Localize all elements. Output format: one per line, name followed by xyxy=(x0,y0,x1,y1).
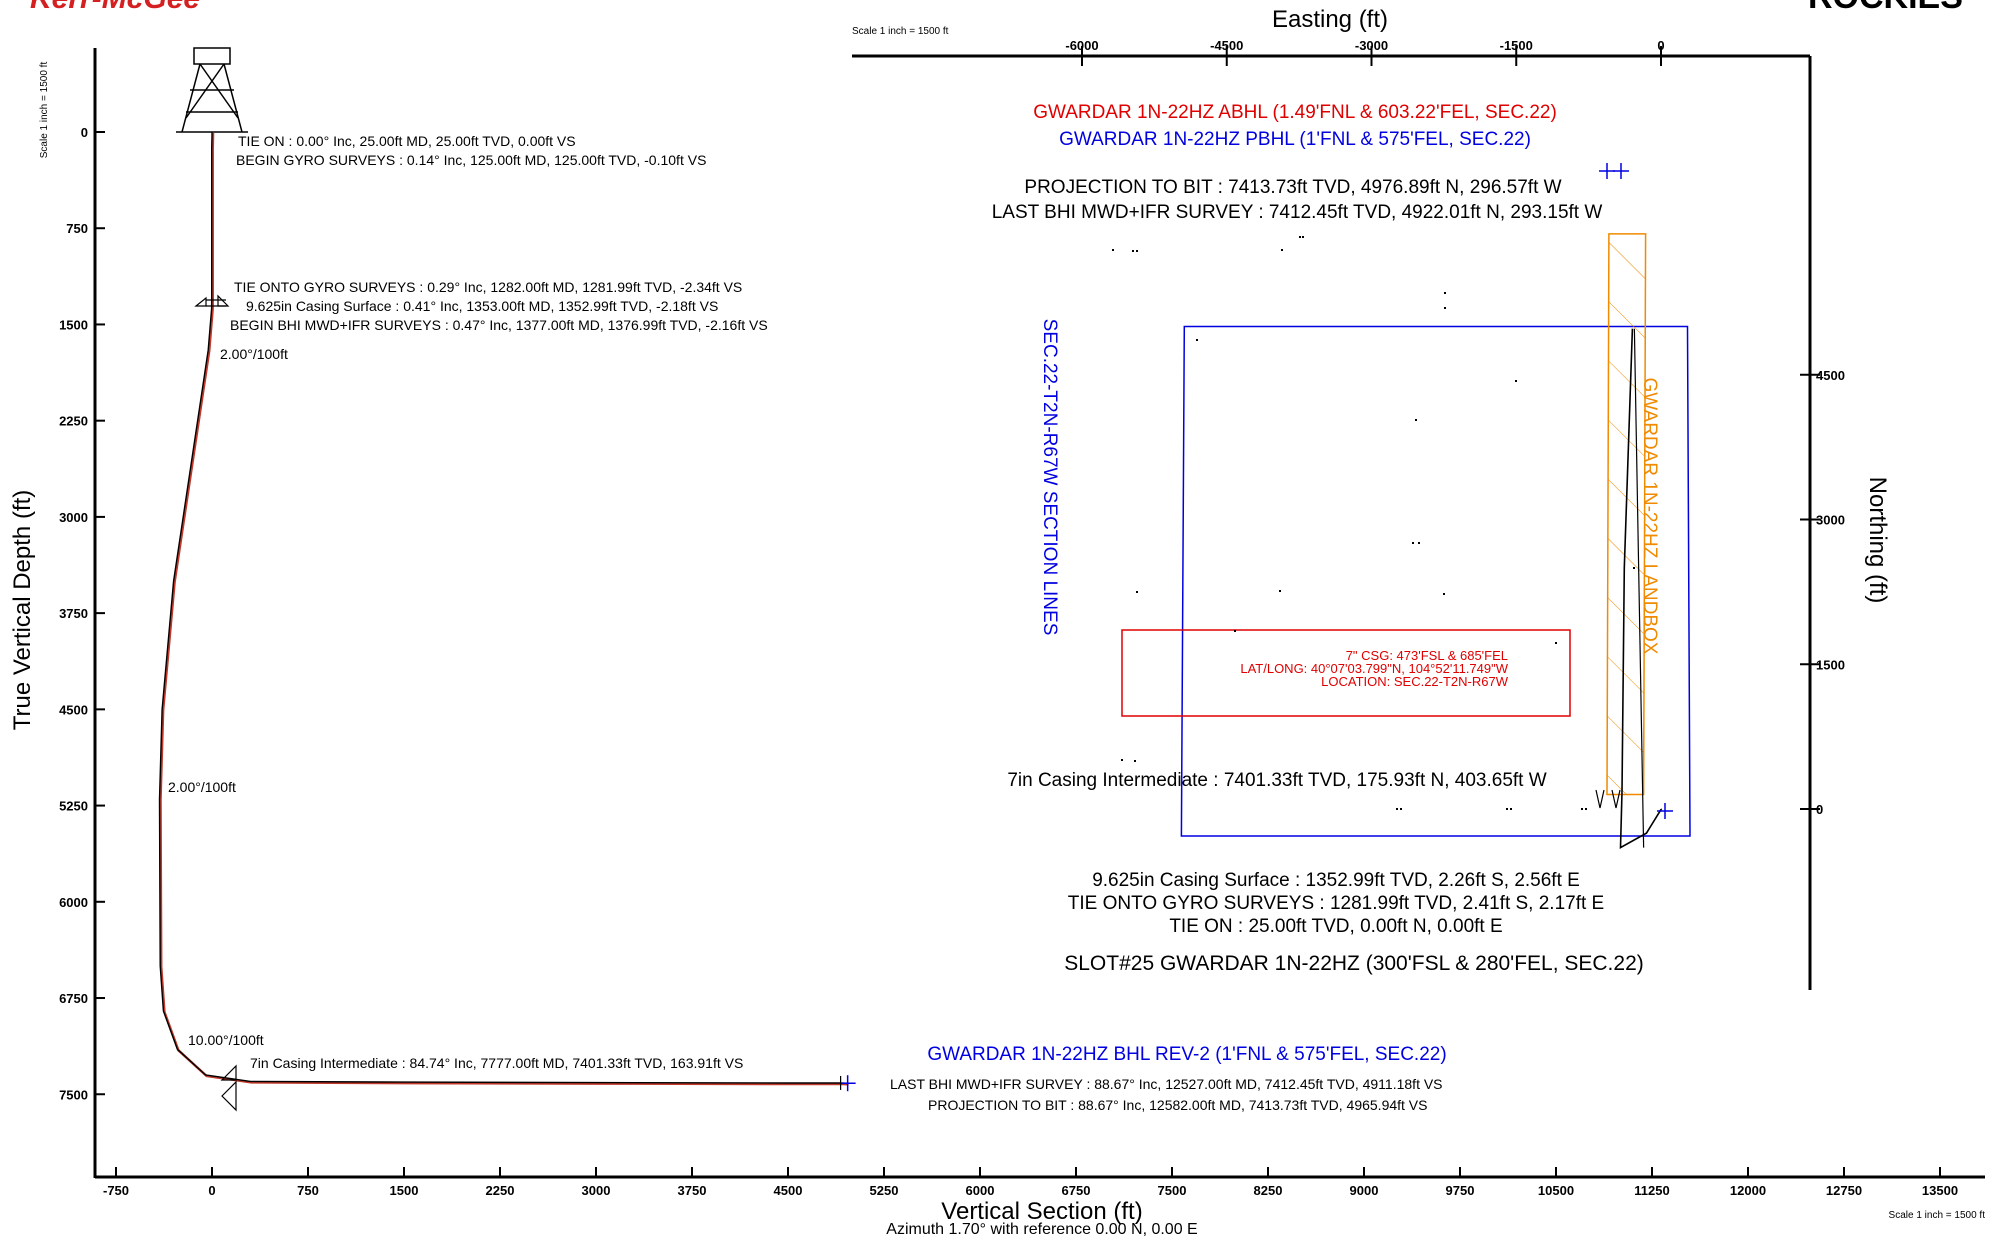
rig-derrick-icon xyxy=(176,47,248,133)
x-tick-label: 11250 xyxy=(1634,1183,1669,1198)
section-annotation-3: 9.625in Casing Surface : 0.41° Inc, 1353… xyxy=(246,298,718,314)
section-lines-label: SEC.22-T2N-R67W SECTION LINES xyxy=(1039,319,1060,636)
y-tick-label: 5250 xyxy=(59,799,88,814)
y-tick-label: 4500 xyxy=(59,702,88,717)
plan-trajectory-line xyxy=(1619,328,1663,849)
x-tick-label: 9750 xyxy=(1446,1183,1475,1198)
casing-markers-section xyxy=(194,294,237,1112)
section-annotations: TIE ON : 0.00° Inc, 25.00ft MD, 25.00ft … xyxy=(168,133,1447,1113)
plan-annotations: GWARDAR 1N-22HZ ABHL (1.49'FNL & 603.22'… xyxy=(992,102,1644,975)
section-annotation-2: TIE ONTO GYRO SURVEYS : 0.29° Inc, 1282.… xyxy=(234,279,742,295)
plan-y-tick-label: 3000 xyxy=(1816,513,1845,528)
location-line-2: LAT/LONG: 40°07'03.799"N, 104°52'11.749"… xyxy=(1240,661,1508,676)
plan-x-tick-label: 0 xyxy=(1657,38,1664,53)
plan-annotation-abhl: GWARDAR 1N-22HZ ABHL (1.49'FNL & 603.22'… xyxy=(1033,102,1557,123)
section-scale-label-left: Scale 1 inch = 1500 ft xyxy=(39,62,50,159)
plan-x-tick-label: -4500 xyxy=(1210,38,1243,53)
section-annotation-1: BEGIN GYRO SURVEYS : 0.14° Inc, 125.00ft… xyxy=(236,152,706,168)
y-tick-label: 1500 xyxy=(59,317,88,332)
x-tick-label: 3000 xyxy=(582,1183,611,1198)
x-tick-label: 6000 xyxy=(966,1183,995,1198)
plan-x-axis-label: Easting (ft) xyxy=(1272,6,1388,33)
y-tick-label: 6750 xyxy=(59,991,88,1006)
x-tick-label: 8250 xyxy=(1254,1183,1283,1198)
plan-annotation-tie-gyro: TIE ONTO GYRO SURVEYS : 1281.99ft TVD, 2… xyxy=(1068,893,1604,914)
plan-scale-label: Scale 1 inch = 1500 ft xyxy=(852,26,949,37)
plan-x-tick-label: -1500 xyxy=(1500,38,1533,53)
x-tick-label: 1500 xyxy=(390,1183,419,1198)
section-annotation-9: LAST BHI MWD+IFR SURVEY : 88.67° Inc, 12… xyxy=(890,1076,1443,1092)
x-tick-label: 750 xyxy=(297,1183,319,1198)
section-scale-label-bottom: Scale 1 inch = 1500 ft xyxy=(1889,1210,1986,1221)
y-tick-label: 7500 xyxy=(59,1087,88,1102)
section-annotation-0: TIE ON : 0.00° Inc, 25.00ft MD, 25.00ft … xyxy=(238,133,576,149)
plan-well-path xyxy=(1619,328,1663,849)
x-tick-label: 0 xyxy=(208,1183,215,1198)
y-tick-label: 6000 xyxy=(59,895,88,910)
location-box xyxy=(1121,629,1571,717)
operator-logo: Kerr-McGee xyxy=(30,0,200,15)
plan-trajectory-line-2 xyxy=(1633,328,1645,848)
plan-y-tick-label: 1500 xyxy=(1816,657,1845,672)
plan-annotation-proj-bit: PROJECTION TO BIT : 7413.73ft TVD, 4976.… xyxy=(1024,177,1561,198)
y-tick-label: 3000 xyxy=(59,510,88,525)
y-tick-label: 750 xyxy=(66,221,88,236)
section-y-axis-label: True Vertical Depth (ft) xyxy=(9,490,36,731)
plan-annotation-casing-7in: 7in Casing Intermediate : 7401.33ft TVD,… xyxy=(1007,770,1546,791)
section-x-axis-label: Vertical Section (ft) xyxy=(941,1198,1142,1225)
section-y-ticks: 0 750 1500 2250 3000 3750 4500 5250 6000 6750 7500 xyxy=(59,125,105,1102)
x-tick-label: 6750 xyxy=(1062,1183,1091,1198)
plan-y-tick-label: 0 xyxy=(1816,802,1823,817)
actual-trajectory-line xyxy=(158,132,848,1084)
x-tick-label: 12750 xyxy=(1826,1183,1862,1198)
plan-annotation-pbhl: GWARDAR 1N-22HZ PBHL (1'FNL & 575'FEL, S… xyxy=(1059,129,1531,150)
x-tick-label: 7500 xyxy=(1158,1183,1187,1198)
plan-annotation-last-bhi: LAST BHI MWD+IFR SURVEY : 7412.45ft TVD,… xyxy=(992,202,1603,223)
plan-y-axis-label: Northing (ft) xyxy=(1864,477,1891,604)
section-annotation-4: BEGIN BHI MWD+IFR SURVEYS : 0.47° Inc, 1… xyxy=(230,317,768,333)
y-tick-label: 0 xyxy=(81,125,88,140)
plan-y-tick-label: 4500 xyxy=(1816,368,1845,383)
plan-x-tick-label: -6000 xyxy=(1065,38,1098,53)
plan-y-ticks: 4500 3000 1500 0 xyxy=(1800,368,1845,817)
location-line-3: LOCATION: SEC.22-T2N-R67W xyxy=(1321,674,1509,689)
section-annotation-8: 7in Casing Intermediate : 84.74° Inc, 77… xyxy=(250,1055,743,1071)
casing-markers-plan xyxy=(1595,789,1621,809)
section-x-ticks: -750 0 750 1500 2250 3000 3750 4500 5250 6000 6750… xyxy=(103,1167,1958,1198)
section-annotation-6: 2.00°/100ft xyxy=(168,779,236,795)
bhl-target-label: GWARDAR 1N-22HZ BHL REV-2 (1'FNL & 575'F… xyxy=(927,1044,1446,1065)
company-logo: ROCKIES xyxy=(1808,0,1963,16)
plan-trajectory-line xyxy=(159,133,849,1086)
plan-annotation-tie-on: TIE ON : 25.00ft TVD, 0.00ft N, 0.00ft E xyxy=(1169,916,1502,937)
plan-view: -6000 -4500 -3000 -1500 0 4500 3000 1500 0 East… xyxy=(852,6,1891,990)
section-lines-box xyxy=(1180,325,1691,837)
plan-x-ticks: -6000 -4500 -3000 -1500 0 xyxy=(1065,38,1665,66)
x-tick-label: 5250 xyxy=(870,1183,899,1198)
x-tick-label: 2250 xyxy=(486,1183,515,1198)
x-tick-label: 9000 xyxy=(1350,1183,1379,1198)
x-tick-label: 3750 xyxy=(678,1183,707,1198)
x-tick-label: -750 xyxy=(103,1183,129,1198)
x-tick-label: 13500 xyxy=(1922,1183,1958,1198)
y-tick-label: 2250 xyxy=(59,414,88,429)
location-line-1: 7" CSG: 473'FSL & 685'FEL xyxy=(1346,648,1508,663)
plan-scatter-dots xyxy=(1112,236,1635,810)
section-annotation-7: 10.00°/100ft xyxy=(188,1032,264,1048)
section-annotation-5: 2.00°/100ft xyxy=(220,346,288,362)
plan-x-tick-label: -3000 xyxy=(1355,38,1388,53)
plan-annotation-slot: SLOT#25 GWARDAR 1N-22HZ (300'FSL & 280'F… xyxy=(1064,952,1644,975)
y-tick-label: 3750 xyxy=(59,606,88,621)
x-tick-label: 4500 xyxy=(774,1183,803,1198)
section-subtitle: Azimuth 1.70° with reference 0.00 N, 0.0… xyxy=(886,1221,1197,1238)
section-well-path xyxy=(158,132,856,1092)
plan-annotation-casing-9625: 9.625in Casing Surface : 1352.99ft TVD, … xyxy=(1092,870,1580,891)
landbox-label: GWARDAR 1N-22HZ LANDBOX xyxy=(1639,378,1660,655)
plan-markers xyxy=(1599,163,1673,819)
section-view: 0750150022503000375045005250600067507500… xyxy=(9,47,1986,1238)
section-annotation-10: PROJECTION TO BIT : 88.67° Inc, 12582.00… xyxy=(928,1097,1427,1113)
x-tick-label: 12000 xyxy=(1730,1183,1766,1198)
x-tick-label: 10500 xyxy=(1538,1183,1574,1198)
